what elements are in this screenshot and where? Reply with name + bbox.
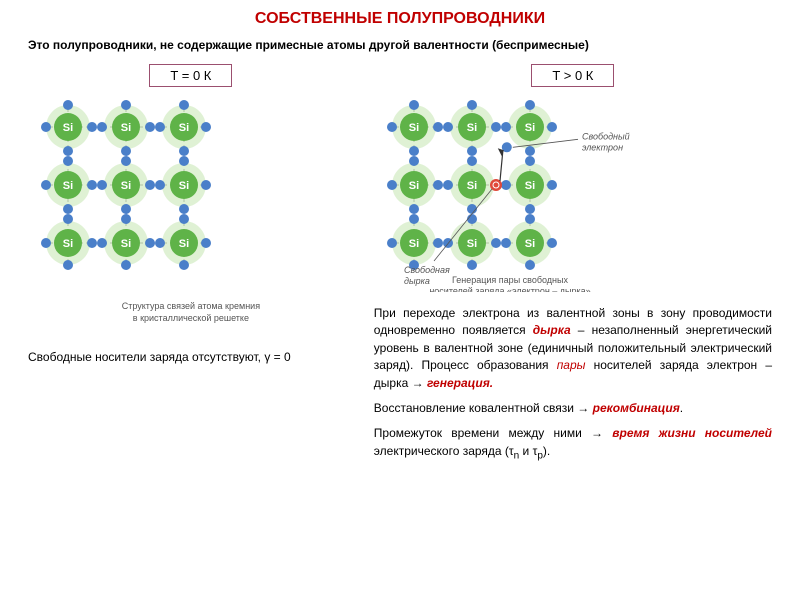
svg-text:Si: Si xyxy=(467,122,477,134)
svg-text:Si: Si xyxy=(525,238,535,250)
lattice-left-svg: Si Si Si Si Si Si Si Si Si xyxy=(28,97,288,297)
svg-text:носителей заряда «электрон – д: носителей заряда «электрон – дырка» xyxy=(429,286,590,292)
svg-text:Si: Si xyxy=(63,122,73,134)
para-3: Промежуток времени между ними → время жи… xyxy=(374,425,772,463)
temp-right-box: T > 0 К xyxy=(531,64,614,87)
left-body-text: Свободные носители заряда отсутствуют, γ… xyxy=(28,348,354,366)
svg-text:Свободная: Свободная xyxy=(404,265,450,275)
page-title: СОБСТВЕННЫЕ ПОЛУПРОВОДНИКИ xyxy=(28,10,772,28)
lattice-right-svg: Si Si Si Si Si Si Si Si Si Свободныйэлектрон Свобо… xyxy=(374,97,754,292)
svg-text:Si: Si xyxy=(121,238,131,250)
svg-text:Si: Si xyxy=(121,180,131,192)
svg-text:Si: Si xyxy=(409,238,419,250)
svg-text:Si: Si xyxy=(63,180,73,192)
left-column: T = 0 К Si Si Si Si Si Si Si Si Si Структура свя… xyxy=(28,64,354,464)
svg-text:Si: Si xyxy=(525,180,535,192)
para-2: Восстановление ковалентной связи → реком… xyxy=(374,400,772,417)
svg-text:дырка: дырка xyxy=(404,276,430,286)
svg-text:Si: Si xyxy=(409,180,419,192)
lattice-left: Si Si Si Si Si Si Si Si Si xyxy=(28,97,354,297)
lattice-right: Si Si Si Si Si Si Si Si Si Свободныйэлектрон Свобо… xyxy=(374,97,772,297)
svg-text:Si: Si xyxy=(409,122,419,134)
svg-text:Si: Si xyxy=(121,122,131,134)
caption-left: Структура связей атома кремнияв кристалл… xyxy=(28,301,354,324)
svg-text:Si: Si xyxy=(467,238,477,250)
svg-text:Si: Si xyxy=(467,180,477,192)
right-column: T > 0 К Si Si Si Si Si Si Si Si Si Свободныйэлект… xyxy=(374,64,772,464)
svg-text:Si: Si xyxy=(63,238,73,250)
svg-text:Si: Si xyxy=(179,238,189,250)
svg-text:Генерация пары свободных: Генерация пары свободных xyxy=(452,275,569,285)
temp-left-box: T = 0 К xyxy=(149,64,232,87)
subtitle: Это полупроводники, не содержащие примес… xyxy=(28,38,772,52)
columns: T = 0 К Si Si Si Si Si Si Si Si Si Структура свя… xyxy=(28,64,772,464)
svg-text:Свободный: Свободный xyxy=(582,131,630,141)
para-1: При переходе электрона из валентной зоны… xyxy=(374,305,772,392)
svg-text:Si: Si xyxy=(179,180,189,192)
svg-text:электрон: электрон xyxy=(582,142,623,152)
svg-text:Si: Si xyxy=(179,122,189,134)
svg-text:Si: Si xyxy=(525,122,535,134)
